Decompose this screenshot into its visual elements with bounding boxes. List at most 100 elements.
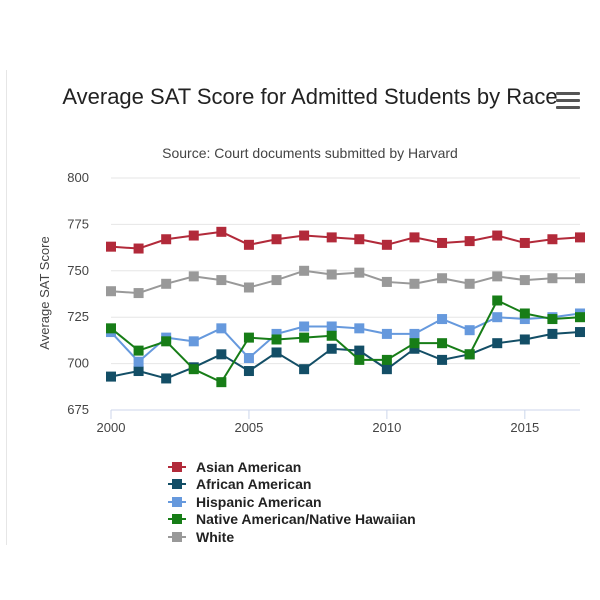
data-point-3[interactable]: [299, 332, 310, 343]
data-point-3[interactable]: [326, 330, 337, 341]
data-point-3[interactable]: [464, 349, 475, 360]
chart-title: Average SAT Score for Admitted Students …: [62, 84, 558, 109]
data-point-0[interactable]: [381, 239, 392, 250]
data-point-1[interactable]: [133, 366, 144, 377]
data-point-0[interactable]: [575, 232, 585, 243]
data-point-2[interactable]: [492, 312, 503, 323]
data-point-4[interactable]: [381, 276, 392, 287]
data-point-1[interactable]: [409, 343, 420, 354]
data-point-3[interactable]: [492, 295, 503, 306]
data-point-4[interactable]: [409, 278, 420, 289]
data-point-1[interactable]: [381, 364, 392, 375]
data-point-1[interactable]: [437, 354, 448, 365]
data-point-4[interactable]: [464, 278, 475, 289]
data-point-0[interactable]: [243, 239, 254, 250]
data-point-1[interactable]: [161, 373, 172, 384]
data-point-1[interactable]: [492, 338, 503, 349]
x-tick-label: 2010: [372, 420, 401, 435]
data-point-3[interactable]: [409, 338, 420, 349]
legend-item[interactable]: Native American/Native Hawaiian: [168, 511, 416, 529]
data-point-0[interactable]: [106, 241, 116, 252]
data-point-0[interactable]: [519, 237, 530, 248]
data-point-4[interactable]: [326, 269, 337, 280]
data-point-4[interactable]: [575, 273, 585, 284]
data-point-0[interactable]: [409, 232, 420, 243]
data-point-3[interactable]: [188, 364, 199, 375]
data-point-0[interactable]: [133, 243, 144, 254]
data-point-4[interactable]: [106, 286, 116, 297]
data-point-3[interactable]: [133, 345, 144, 356]
data-point-3[interactable]: [547, 314, 558, 325]
hamburger-menu-icon[interactable]: [556, 92, 580, 114]
data-point-1[interactable]: [547, 328, 558, 339]
data-point-2[interactable]: [326, 321, 337, 332]
data-point-4[interactable]: [437, 273, 448, 284]
data-point-2[interactable]: [216, 323, 227, 334]
data-point-4[interactable]: [299, 265, 310, 276]
data-point-0[interactable]: [354, 234, 365, 245]
data-point-0[interactable]: [547, 234, 558, 245]
data-point-0[interactable]: [492, 230, 503, 241]
data-point-1[interactable]: [106, 371, 116, 382]
legend-item[interactable]: Asian American: [168, 458, 416, 476]
data-point-1[interactable]: [243, 366, 254, 377]
data-point-2[interactable]: [409, 328, 420, 339]
data-point-3[interactable]: [381, 354, 392, 365]
data-point-1[interactable]: [326, 343, 337, 354]
data-point-3[interactable]: [354, 354, 365, 365]
legend-marker-icon: [168, 513, 186, 525]
grid: [111, 177, 580, 411]
data-point-4[interactable]: [547, 273, 558, 284]
data-point-2[interactable]: [519, 314, 530, 325]
data-point-3[interactable]: [437, 338, 448, 349]
data-point-3[interactable]: [216, 377, 227, 388]
data-point-1[interactable]: [519, 334, 530, 345]
data-point-3[interactable]: [519, 308, 530, 319]
chart-subtitle: Source: Court documents submitted by Har…: [162, 145, 458, 161]
legend-item[interactable]: White: [168, 528, 416, 546]
data-point-1[interactable]: [299, 364, 310, 375]
data-point-2[interactable]: [464, 325, 475, 336]
data-point-4[interactable]: [492, 271, 503, 282]
legend-item[interactable]: African American: [168, 476, 416, 494]
data-point-0[interactable]: [188, 230, 199, 241]
data-point-2[interactable]: [271, 328, 282, 339]
data-point-3[interactable]: [106, 323, 116, 334]
data-point-4[interactable]: [188, 271, 199, 282]
data-point-4[interactable]: [216, 275, 227, 286]
data-point-4[interactable]: [161, 278, 172, 289]
data-point-1[interactable]: [271, 347, 282, 358]
data-point-3[interactable]: [271, 334, 282, 345]
y-axis-title: Average SAT Score: [37, 236, 52, 349]
data-point-0[interactable]: [216, 226, 227, 237]
data-point-2[interactable]: [188, 336, 199, 347]
data-point-4[interactable]: [271, 275, 282, 286]
data-point-3[interactable]: [161, 336, 172, 347]
data-point-0[interactable]: [161, 234, 172, 245]
divider: [6, 70, 7, 545]
y-tick-label: 725: [67, 309, 89, 324]
data-point-2[interactable]: [354, 323, 365, 334]
data-point-0[interactable]: [464, 236, 475, 247]
data-point-1[interactable]: [575, 327, 585, 338]
data-point-4[interactable]: [354, 267, 365, 278]
data-point-3[interactable]: [243, 332, 254, 343]
data-point-1[interactable]: [216, 349, 227, 360]
data-point-0[interactable]: [271, 234, 282, 245]
data-point-0[interactable]: [437, 237, 448, 248]
data-point-4[interactable]: [519, 275, 530, 286]
data-point-1[interactable]: [354, 345, 365, 356]
data-point-2[interactable]: [437, 314, 448, 325]
data-point-4[interactable]: [133, 288, 144, 299]
x-tick-label: 2015: [510, 420, 539, 435]
data-point-0[interactable]: [326, 232, 337, 243]
x-tick-label: 2000: [97, 420, 126, 435]
data-point-2[interactable]: [299, 321, 310, 332]
legend-item[interactable]: Hispanic American: [168, 493, 416, 511]
data-point-2[interactable]: [133, 356, 144, 367]
data-point-4[interactable]: [243, 282, 254, 293]
data-point-3[interactable]: [575, 312, 585, 323]
data-point-2[interactable]: [381, 328, 392, 339]
data-point-0[interactable]: [299, 230, 310, 241]
data-point-2[interactable]: [243, 353, 254, 364]
